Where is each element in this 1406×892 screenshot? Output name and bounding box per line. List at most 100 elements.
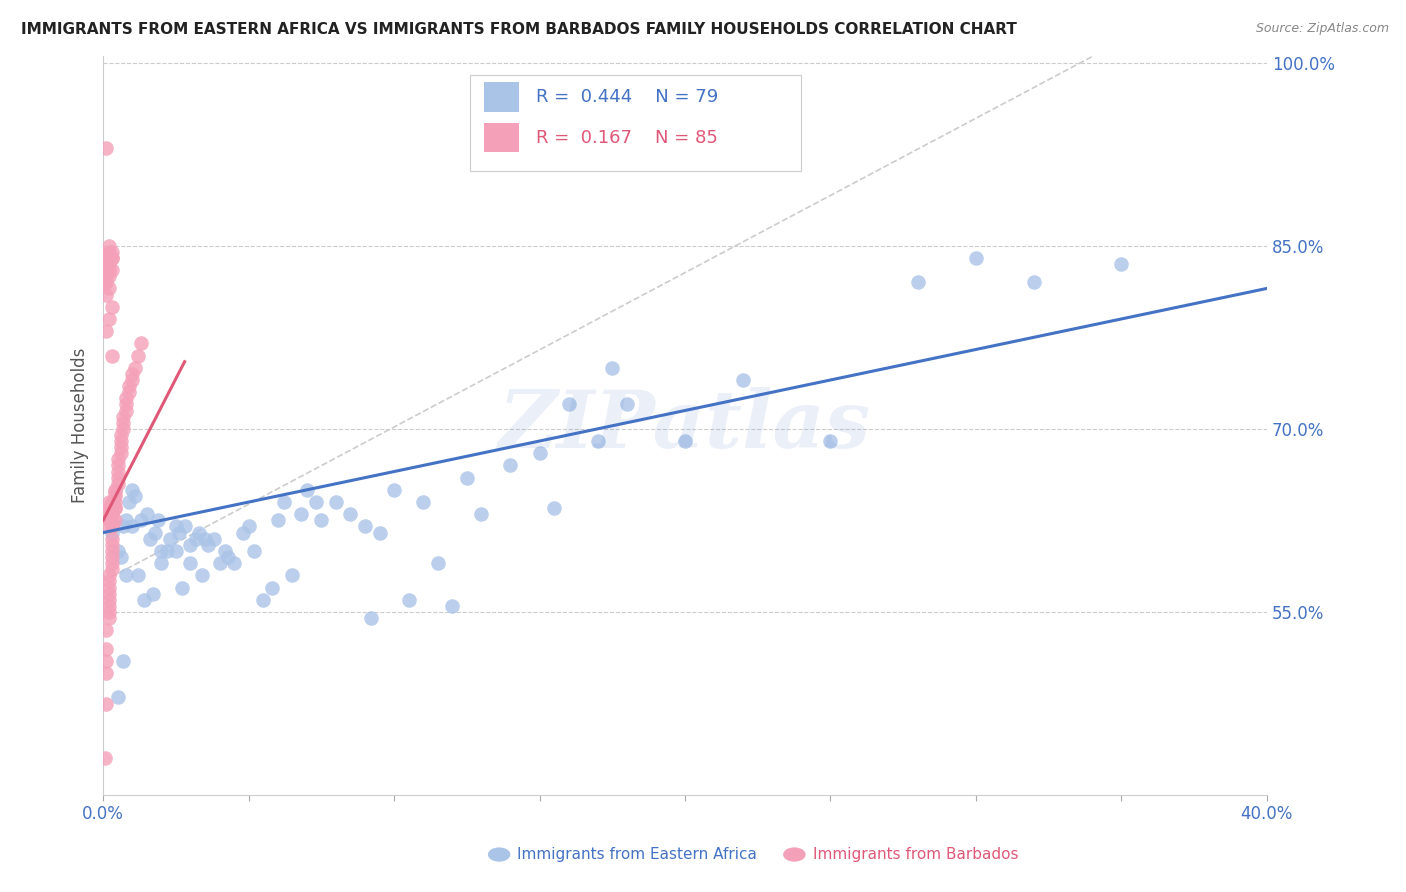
Point [101, 349, 124, 363]
Point [179, 538, 201, 552]
Point [97, 599, 120, 613]
Point [101, 549, 124, 564]
Point [118, 385, 141, 400]
Point [101, 532, 124, 546]
Point [110, 428, 132, 442]
Point [165, 519, 187, 533]
Point [97, 587, 120, 601]
Point [557, 397, 579, 411]
Point [101, 244, 124, 259]
Point [121, 367, 143, 381]
Point [150, 556, 173, 570]
Point [290, 508, 312, 522]
Point [94, 260, 117, 274]
Point [273, 495, 295, 509]
Point [368, 525, 391, 540]
Point [107, 470, 129, 484]
Point [97, 263, 120, 277]
Point [107, 476, 129, 491]
Point [197, 538, 219, 552]
Point [194, 532, 217, 546]
Text: Immigrants from Barbados: Immigrants from Barbados [813, 847, 1018, 862]
Point [97, 256, 120, 270]
Point [124, 360, 146, 375]
Point [94, 641, 117, 656]
Point [165, 544, 187, 558]
Point [129, 336, 152, 351]
Point [97, 248, 120, 262]
Point [325, 495, 347, 509]
Point [94, 263, 117, 277]
Point [97, 581, 120, 595]
Point [311, 513, 333, 527]
Point [398, 592, 420, 607]
Point [281, 568, 304, 582]
Point [382, 483, 405, 497]
Point [208, 556, 231, 570]
Point [252, 592, 274, 607]
Point [1111, 257, 1133, 271]
Point [529, 446, 551, 460]
Point [97, 495, 120, 509]
Point [186, 532, 208, 546]
Point [965, 251, 987, 265]
Point [94, 508, 117, 522]
Point [733, 373, 755, 387]
Point [127, 349, 149, 363]
Point [107, 452, 129, 467]
Point [101, 556, 124, 570]
Point [97, 568, 120, 582]
Point [93, 751, 115, 765]
Point [101, 251, 124, 265]
Point [107, 544, 129, 558]
Point [243, 544, 266, 558]
Point [121, 373, 143, 387]
Point [586, 434, 609, 448]
Point [101, 513, 124, 527]
Point [94, 141, 117, 155]
Point [97, 238, 120, 252]
Point [101, 562, 124, 576]
Point [456, 470, 478, 484]
Point [115, 392, 138, 406]
Point [112, 519, 135, 533]
Point [238, 519, 260, 533]
Point [1024, 275, 1046, 289]
Point [104, 513, 127, 527]
Point [101, 495, 124, 509]
Point [217, 549, 239, 564]
Point [115, 513, 138, 527]
Point [222, 556, 245, 570]
Point [304, 495, 326, 509]
Text: Source: ZipAtlas.com: Source: ZipAtlas.com [1256, 22, 1389, 36]
Point [101, 263, 124, 277]
Text: IMMIGRANTS FROM EASTERN AFRICA VS IMMIGRANTS FROM BARBADOS FAMILY HOUSEHOLDS COR: IMMIGRANTS FROM EASTERN AFRICA VS IMMIGR… [21, 22, 1017, 37]
Point [127, 568, 149, 582]
Point [148, 513, 170, 527]
Point [94, 519, 117, 533]
Point [110, 446, 132, 460]
Point [94, 324, 117, 338]
Point [135, 508, 157, 522]
Point [94, 251, 117, 265]
FancyBboxPatch shape [484, 82, 519, 112]
Point [104, 495, 127, 509]
Point [426, 556, 449, 570]
Point [129, 513, 152, 527]
Point [101, 300, 124, 314]
Point [107, 690, 129, 705]
Point [110, 440, 132, 454]
Point [97, 312, 120, 326]
Point [339, 508, 361, 522]
Point [94, 275, 117, 289]
Point [101, 538, 124, 552]
Point [673, 434, 696, 448]
Point [115, 568, 138, 582]
Point [101, 508, 124, 522]
Text: Immigrants from Eastern Africa: Immigrants from Eastern Africa [517, 847, 758, 862]
Point [232, 525, 254, 540]
Point [188, 525, 211, 540]
Y-axis label: Family Households: Family Households [72, 348, 89, 503]
Point [101, 251, 124, 265]
Point [97, 592, 120, 607]
